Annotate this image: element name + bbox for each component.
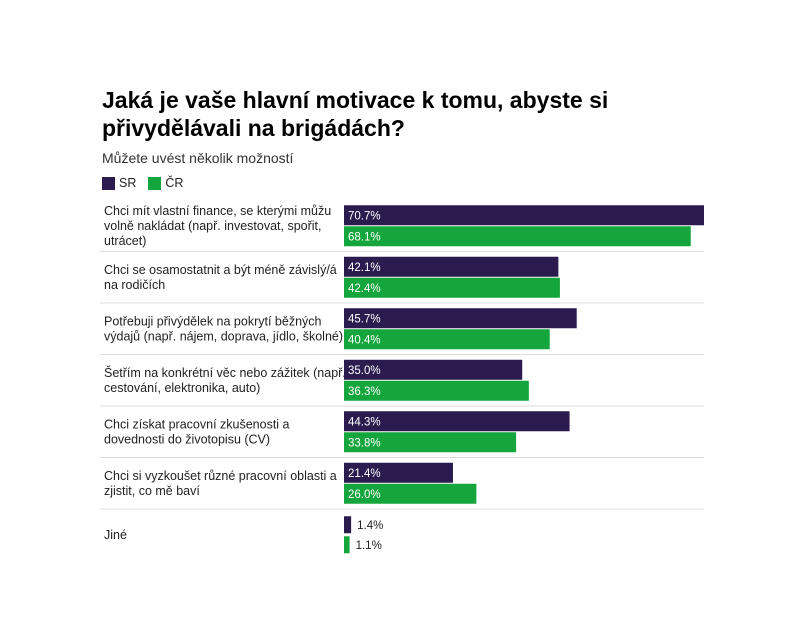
bar-cr bbox=[344, 329, 550, 350]
bar-sr bbox=[344, 411, 570, 432]
bar-sr bbox=[344, 359, 523, 380]
bar-cr bbox=[344, 432, 517, 453]
chart-subtitle: Můžete uvést několik možností bbox=[102, 150, 294, 166]
bar-sr bbox=[344, 516, 352, 534]
category-label: Šetřím na konkrétní věc nebo zážitek (na… bbox=[104, 365, 346, 395]
data-label: 45.7% bbox=[348, 313, 381, 325]
data-label: 44.3% bbox=[348, 416, 381, 428]
bar-cr bbox=[344, 277, 560, 298]
data-label: 42.4% bbox=[348, 283, 381, 295]
legend-swatch-cr bbox=[148, 176, 162, 190]
bar-sr bbox=[344, 308, 577, 329]
data-label: 70.7% bbox=[348, 210, 381, 222]
legend: SR ČR bbox=[102, 176, 195, 190]
data-label: 40.4% bbox=[348, 334, 381, 346]
data-label: 36.3% bbox=[348, 386, 381, 398]
bar-chart: Chci mít vlastní finance, se kterými můž… bbox=[100, 204, 704, 554]
category-label: Chci si vyzkoušet různé pracovní oblasti… bbox=[104, 469, 337, 498]
category-label: Chci získat pracovní zkušenosti a dovedno… bbox=[104, 417, 290, 446]
category-label: Jiné bbox=[104, 528, 127, 542]
bar-cr bbox=[344, 380, 529, 401]
legend-swatch-sr bbox=[102, 176, 115, 190]
data-label: 33.8% bbox=[348, 437, 381, 449]
bar-cr bbox=[344, 226, 691, 247]
category-label: Potřebuji přivýdělek na pokrytí běžných v… bbox=[104, 314, 343, 343]
bar-sr bbox=[344, 462, 453, 483]
bar-cr bbox=[344, 483, 477, 504]
legend-item-cr: ČR bbox=[148, 176, 183, 190]
data-label: 42.1% bbox=[348, 262, 381, 274]
legend-item-sr: SR bbox=[102, 176, 136, 190]
data-label: 1.1% bbox=[356, 540, 382, 552]
bar-sr bbox=[344, 256, 559, 277]
data-label: 35.0% bbox=[348, 365, 381, 377]
legend-label-sr: SR bbox=[119, 176, 137, 190]
data-label: 68.1% bbox=[348, 231, 381, 243]
bar-sr bbox=[344, 205, 704, 226]
chart-title: Jaká je vaše hlavní motivace k tomu, aby… bbox=[102, 87, 609, 141]
bar-cr bbox=[344, 536, 350, 554]
category-label: Chci se osamostatnit a být méně závislý/… bbox=[104, 263, 337, 292]
data-label: 21.4% bbox=[348, 468, 381, 480]
category-label: Chci mít vlastní finance, se kterými můž… bbox=[104, 204, 331, 248]
data-label: 1.4% bbox=[357, 520, 383, 532]
data-label: 26.0% bbox=[348, 489, 381, 501]
legend-label-cr: ČR bbox=[165, 176, 184, 190]
